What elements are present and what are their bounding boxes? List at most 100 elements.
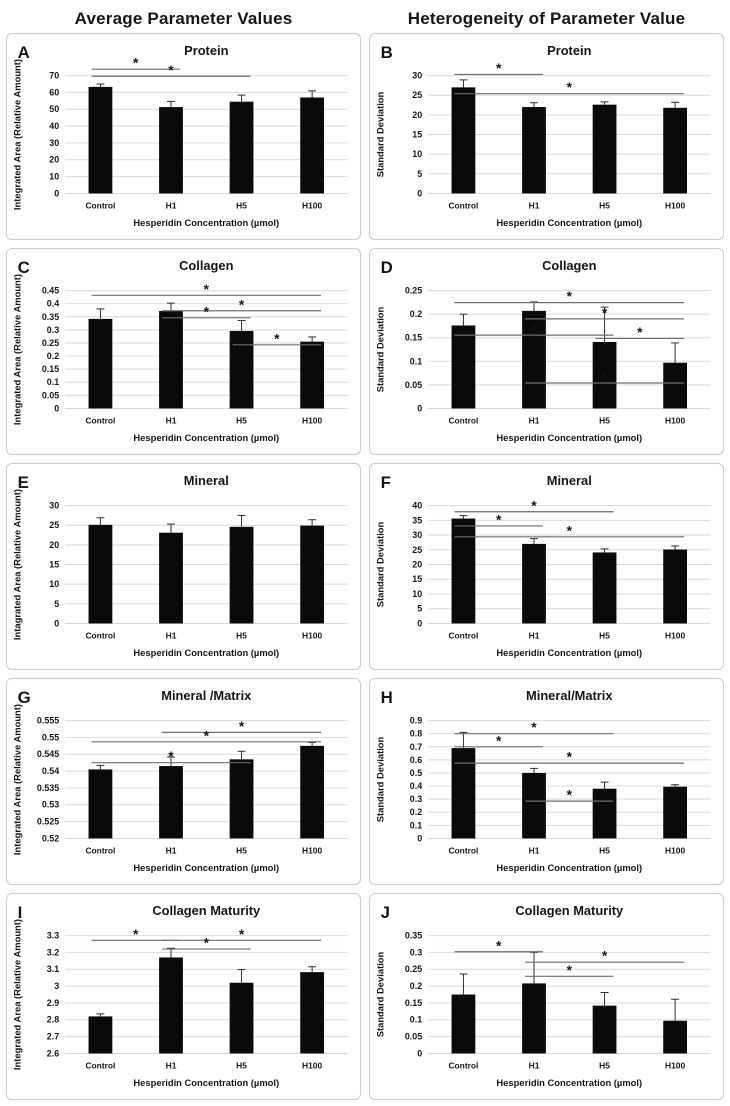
y-tick-label: 0.525 (37, 817, 59, 827)
chart-title: Protein (184, 43, 228, 58)
y-tick-label: 25 (49, 520, 59, 530)
significance-star: * (602, 948, 608, 964)
x-axis-label: Hesperidin Concentration (µmol) (133, 647, 279, 658)
y-tick-label: 2.8 (47, 1015, 59, 1025)
y-tick-label: 30 (412, 530, 422, 540)
y-tick-label: 10 (49, 172, 59, 182)
x-tick-label: H100 (665, 415, 685, 425)
x-tick-label: Control (448, 845, 478, 855)
x-tick-label: Control (85, 1060, 115, 1070)
x-tick-label: H100 (302, 200, 322, 210)
y-axis-label: Integrated Area (Relative Amount) (12, 59, 23, 210)
significance-star: * (496, 732, 502, 748)
bar-chart-B: 0 5 10 15 20 25 30 * * Control H1 H5 H100 Hesperidin … (375, 43, 711, 228)
bar (88, 86, 113, 194)
bar (159, 532, 183, 624)
y-tick-label: 0.05 (405, 380, 422, 390)
bar (522, 772, 546, 839)
x-tick-label: H1 (166, 630, 177, 640)
chart-panel-G: 0.52 0.525 0.53 0.535 0.54 0.545 0.55 0.555 * * * C… (6, 678, 361, 885)
y-tick-label: 5 (417, 169, 422, 179)
y-tick-label: 0 (417, 833, 422, 843)
significance-star: * (204, 281, 210, 297)
chart-panel-E: 0 5 10 15 20 25 30 Control H1 H5 H100 Hesperidin Co… (6, 463, 361, 670)
x-tick-label: H1 (166, 415, 177, 425)
x-tick-label: H5 (236, 415, 247, 425)
significance-star: * (567, 288, 573, 304)
x-tick-label: Control (448, 415, 478, 425)
y-tick-label: 2.9 (47, 998, 59, 1008)
y-tick-label: 15 (49, 559, 59, 569)
bar (663, 786, 688, 839)
bar (229, 759, 254, 839)
significance-star: * (567, 787, 573, 803)
x-tick-label: H1 (166, 200, 177, 210)
x-axis-label: Hesperidin Concentration (µmol) (133, 1077, 279, 1088)
y-tick-label: 20 (412, 110, 422, 120)
panel-label: E (18, 473, 29, 492)
x-tick-label: Control (85, 845, 115, 855)
y-tick-label: 50 (49, 104, 59, 114)
significance-star: * (239, 926, 245, 942)
chart-title: Mineral (184, 473, 229, 488)
y-tick-label: 2.6 (47, 1048, 59, 1058)
y-tick-label: 0.2 (410, 807, 422, 817)
y-tick-label: 20 (49, 155, 59, 165)
x-tick-label: Control (85, 415, 115, 425)
y-tick-label: 0.25 (405, 286, 422, 296)
y-tick-label: 0.7 (410, 742, 422, 752)
y-tick-label: 0 (417, 403, 422, 413)
y-tick-label: 0.53 (42, 800, 59, 810)
significance-star: * (602, 304, 608, 320)
y-tick-label: 3.1 (47, 964, 59, 974)
y-tick-label: 0.35 (42, 312, 59, 322)
x-tick-label: H100 (665, 1060, 685, 1070)
y-tick-label: 0.3 (410, 947, 422, 957)
bar (451, 748, 476, 839)
panel-label: B (381, 43, 393, 62)
y-tick-label: 0.15 (405, 333, 422, 343)
bar (451, 87, 476, 194)
y-tick-label: 0.52 (42, 833, 59, 843)
y-axis-label: Integrated Area (Relative Amount) (12, 704, 23, 855)
panel-label: J (381, 903, 390, 922)
y-tick-label: 0.54 (42, 766, 59, 776)
bar (300, 972, 325, 1054)
x-tick-label: H5 (599, 845, 610, 855)
y-tick-label: 0.9 (410, 716, 422, 726)
chart-title: Mineral (547, 473, 592, 488)
bar (229, 982, 254, 1054)
y-tick-label: 2.7 (47, 1032, 59, 1042)
panel-label: G (18, 688, 31, 707)
bar (300, 525, 325, 624)
y-tick-label: 40 (49, 121, 59, 131)
bar (451, 325, 476, 409)
significance-star: * (637, 324, 643, 340)
x-tick-label: H5 (236, 630, 247, 640)
chart-title: Mineral /Matrix (161, 688, 252, 703)
chart-panel-C: 0 0.05 0.1 0.15 0.2 0.25 0.3 0.35 0.4 0.45 * * * * Con… (6, 248, 361, 455)
y-tick-label: 0.2 (410, 981, 422, 991)
significance-star: * (602, 369, 608, 385)
y-tick-label: 0.535 (37, 783, 59, 793)
significance-star: * (531, 719, 537, 735)
significance-star: * (204, 303, 210, 319)
bar-chart-F: 0 5 10 15 20 25 30 35 40 * * * Control H1 H5 H100 Hesper… (375, 473, 711, 658)
y-tick-label: 0.05 (405, 1032, 422, 1042)
y-tick-label: 10 (412, 589, 422, 599)
y-tick-label: 0.2 (47, 351, 59, 361)
y-tick-label: 0 (54, 618, 59, 628)
x-axis-label: Hesperidin Concentration (µmol) (133, 217, 279, 228)
y-tick-label: 5 (417, 604, 422, 614)
significance-star: * (531, 321, 537, 337)
y-tick-label: 25 (412, 90, 422, 100)
y-tick-label: 70 (49, 71, 59, 81)
bar (159, 766, 183, 839)
right-column-header: Heterogeneity of Parameter Value (407, 9, 686, 28)
panel-label: A (18, 43, 30, 62)
x-axis-label: Hesperidin Concentration (µmol) (496, 432, 642, 443)
bar (592, 1005, 617, 1054)
y-tick-label: 0.3 (47, 325, 59, 335)
bar-chart-C: 0 0.05 0.1 0.15 0.2 0.25 0.3 0.35 0.4 0.45 * * * * Con… (12, 258, 348, 443)
x-tick-label: H5 (236, 1060, 247, 1070)
